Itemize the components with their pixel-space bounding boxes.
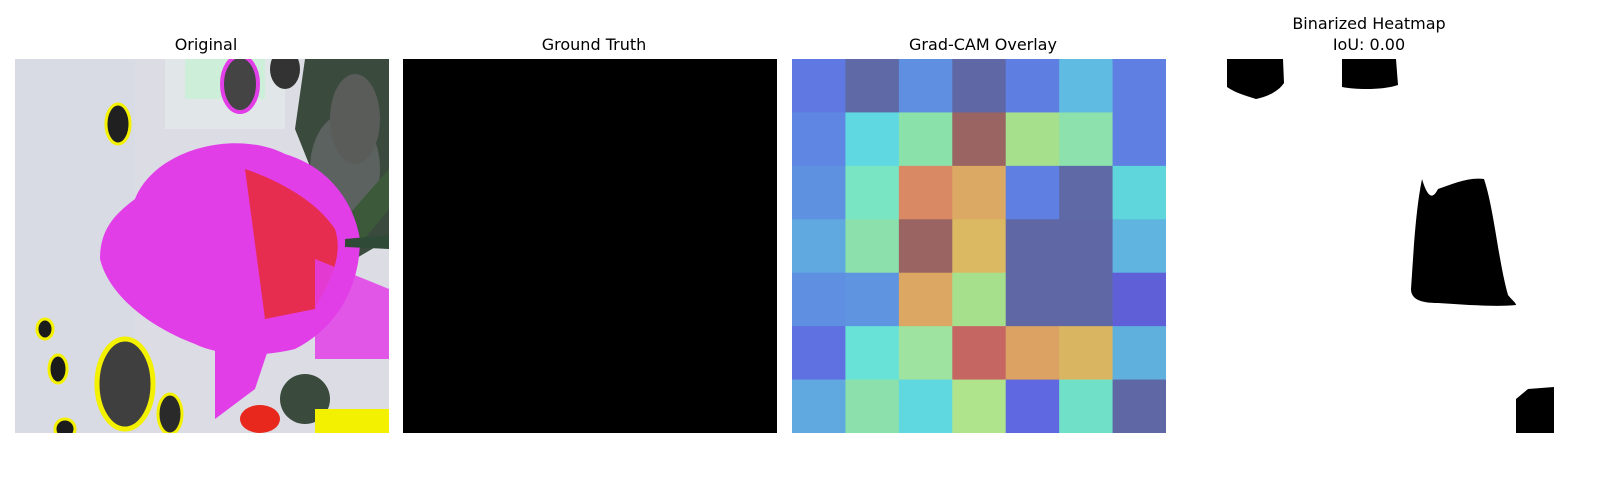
heatmap-cell — [1005, 219, 1060, 274]
empty-mask-icon — [403, 59, 777, 433]
heatmap-cell — [845, 165, 900, 220]
panel-title-binarized-line1: Binarized Heatmap — [1292, 14, 1446, 33]
heatmap-cell — [952, 326, 1007, 381]
heatmap-cell — [952, 112, 1007, 167]
heatmap-cell — [952, 379, 1007, 433]
heatmap-cell — [1005, 272, 1060, 327]
heatmap-cell — [1059, 326, 1114, 381]
ground-truth-mask — [403, 59, 785, 441]
heatmap-cell — [792, 272, 846, 327]
panel-original: Original — [15, 0, 397, 500]
heatmap-cell — [898, 326, 953, 381]
heatmap-cell — [898, 379, 953, 433]
heatmap-cell — [845, 219, 900, 274]
heatmap-cell — [845, 326, 900, 381]
heatmap-cell — [1059, 272, 1114, 327]
heatmap-cell — [898, 219, 953, 274]
heatmap-cell — [952, 59, 1007, 113]
panel-title-binarized-iou: IoU: 0.00 — [1332, 35, 1406, 54]
heatmap-cell — [1112, 379, 1166, 433]
heatmap-cell — [1112, 165, 1166, 220]
heatmap-cell — [1005, 112, 1060, 167]
heatmap-cell — [1112, 219, 1166, 274]
heatmap-cell — [1005, 379, 1060, 433]
original-leaf-image — [15, 59, 397, 441]
heatmap-cell — [952, 165, 1007, 220]
heatmap-cell — [1059, 379, 1114, 433]
heatmap-cell — [1005, 326, 1060, 381]
heatmap-cell — [898, 165, 953, 220]
panel-title-ground-truth: Ground Truth — [541, 35, 647, 54]
heatmap-cell — [1112, 272, 1166, 327]
panel-ground-truth: Ground Truth — [403, 0, 785, 500]
heatmap-cell — [1059, 59, 1114, 113]
panel-title-gradcam: Grad-CAM Overlay — [909, 35, 1057, 54]
heatmap-cell — [898, 272, 953, 327]
panel-binarized: Binarized Heatmap IoU: 0.00 — [1178, 0, 1560, 500]
heatmap-cell — [792, 326, 846, 381]
heatmap-cell — [792, 165, 846, 220]
heatmap-cell — [1059, 165, 1114, 220]
binary-mask-icon — [1178, 59, 1554, 433]
gradcam-overlay — [792, 59, 1174, 441]
heatmap-cell — [845, 379, 900, 433]
heatmap-cell — [1005, 165, 1060, 220]
heatmap-cell — [792, 379, 846, 433]
heatmap-cell — [792, 59, 846, 113]
panel-title-original: Original — [174, 35, 238, 54]
heatmap-grid-icon — [792, 59, 1166, 433]
heatmap-cell — [1112, 112, 1166, 167]
heatmap-cell — [845, 59, 900, 113]
heatmap-cell — [898, 59, 953, 113]
heatmap-cell — [1059, 112, 1114, 167]
heatmap-cell — [792, 112, 846, 167]
binarized-heatmap — [1178, 59, 1560, 441]
leaf-photo-icon — [15, 59, 389, 433]
heatmap-cell — [1005, 59, 1060, 113]
heatmap-cell — [845, 112, 900, 167]
heatmap-cell — [952, 272, 1007, 327]
heatmap-cell — [1112, 326, 1166, 381]
panel-gradcam: Grad-CAM Overlay — [792, 0, 1174, 500]
heatmap-cell — [1059, 219, 1114, 274]
heatmap-cell — [1112, 59, 1166, 113]
heatmap-cell — [898, 112, 953, 167]
heatmap-cell — [792, 219, 846, 274]
heatmap-cell — [845, 272, 900, 327]
heatmap-cell — [952, 219, 1007, 274]
